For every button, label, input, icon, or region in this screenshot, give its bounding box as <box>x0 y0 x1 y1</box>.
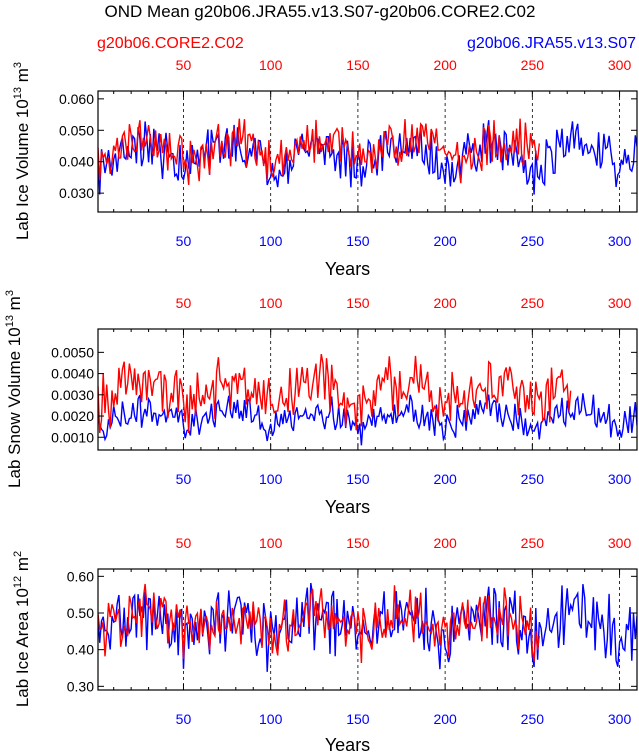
xtick-label-top: 150 <box>346 535 370 551</box>
xtick-label-bottom: 150 <box>346 471 370 487</box>
ytick-label: 0.0040 <box>51 366 94 382</box>
chart-title: OND Mean g20b06.JRA55.v13.S07-g20b06.COR… <box>105 2 536 21</box>
xtick-label-top: 150 <box>346 295 370 311</box>
y-axis-label-main: Lab Snow Volume 10 <box>5 327 24 488</box>
xtick-label-bottom: 300 <box>608 471 632 487</box>
xtick-label-top: 200 <box>433 57 457 73</box>
ytick-label: 0.60 <box>67 568 94 584</box>
xtick-label-top: 300 <box>608 57 632 73</box>
series-core2-line <box>98 118 540 185</box>
series-jra55-line <box>98 393 637 446</box>
xtick-label-bottom: 150 <box>346 233 370 249</box>
xtick-label-top: 200 <box>433 295 457 311</box>
xtick-label-bottom: 50 <box>176 233 192 249</box>
ytick-label: 0.060 <box>59 91 94 107</box>
xtick-label-top: 250 <box>521 57 545 73</box>
xtick-label-top: 50 <box>176 57 192 73</box>
xtick-label-top: 150 <box>346 57 370 73</box>
y-axis-label-main: Lab Ice Area 10 <box>13 588 32 707</box>
xtick-label-top: 50 <box>176 535 192 551</box>
y-axis-label-unit: m <box>5 296 24 315</box>
series-core2-line <box>98 353 572 434</box>
y-axis-label-unit-exponent: 3 <box>12 62 24 68</box>
legend-jra55: g20b06.JRA55.v13.S07 <box>467 35 636 52</box>
xtick-label-top: 300 <box>608 535 632 551</box>
ytick-label: 0.0010 <box>51 429 94 445</box>
xtick-label-top: 300 <box>608 295 632 311</box>
plot-frame <box>97 90 638 213</box>
ytick-label: 0.030 <box>59 185 94 201</box>
y-axis-label: Lab Ice Volume 1013 m3 <box>12 62 32 240</box>
xtick-label-top: 200 <box>433 535 457 551</box>
xtick-label-bottom: 100 <box>259 233 283 249</box>
xtick-label-top: 100 <box>259 57 283 73</box>
xtick-label-bottom: 100 <box>259 711 283 727</box>
xtick-label-bottom: 250 <box>521 471 545 487</box>
ytick-label: 0.40 <box>67 642 94 658</box>
xtick-label-bottom: 200 <box>433 471 457 487</box>
y-axis-label-main: Lab Ice Volume 10 <box>13 99 32 240</box>
panels: 0.030 0.040 0.050 0.060 50 50 100 100 150 150 200 2… <box>4 57 638 753</box>
plot-frame <box>97 328 638 451</box>
legend-core2: g20b06.CORE2.C02 <box>97 35 244 52</box>
panel-1: 0.030 0.040 0.050 0.060 50 50 100 100 150 150 200 2… <box>12 57 638 279</box>
ytick-label: 0.0020 <box>51 408 94 424</box>
x-axis-label: Years <box>325 735 370 753</box>
xtick-label-bottom: 250 <box>521 233 545 249</box>
xtick-label-top: 100 <box>259 295 283 311</box>
y-axis-label-unit: m <box>13 557 32 576</box>
xtick-label-bottom: 250 <box>521 711 545 727</box>
series-jra55-line <box>98 582 637 672</box>
xtick-label-bottom: 300 <box>608 711 632 727</box>
xtick-label-bottom: 200 <box>433 233 457 249</box>
y-axis-label: Lab Ice Area 1012 m2 <box>12 551 32 707</box>
y-axis-label-unit-exponent: 2 <box>12 551 24 557</box>
y-axis-label-exponent: 12 <box>12 576 24 588</box>
xtick-label-bottom: 100 <box>259 471 283 487</box>
y-axis-label-unit: m <box>13 68 32 87</box>
ytick-label: 0.50 <box>67 605 94 621</box>
y-axis-label: Lab Snow Volume 1013 m3 <box>4 290 24 488</box>
series-core2-line <box>98 583 540 664</box>
x-axis-label: Years <box>325 259 370 279</box>
panel-2: 0.0010 0.0020 0.0030 0.0040 0.0050 50 50 100 100… <box>4 290 638 517</box>
xtick-label-bottom: 300 <box>608 233 632 249</box>
y-axis-label-unit-exponent: 3 <box>4 290 16 296</box>
xtick-label-top: 100 <box>259 535 283 551</box>
ytick-label: 0.0030 <box>51 387 94 403</box>
xtick-label-bottom: 50 <box>176 471 192 487</box>
plot-frame <box>97 568 638 691</box>
xtick-label-top: 250 <box>521 535 545 551</box>
y-axis-label-exponent: 13 <box>12 87 24 99</box>
xtick-label-bottom: 150 <box>346 711 370 727</box>
x-axis-label: Years <box>325 497 370 517</box>
xtick-label-top: 50 <box>176 295 192 311</box>
ytick-label: 0.050 <box>59 122 94 138</box>
xtick-label-bottom: 50 <box>176 711 192 727</box>
xtick-label-top: 250 <box>521 295 545 311</box>
xtick-label-bottom: 200 <box>433 711 457 727</box>
ytick-label: 0.040 <box>59 154 94 170</box>
panel-3: 0.30 0.40 0.50 0.60 50 50 100 100 150 150 200 200 25… <box>12 535 638 753</box>
ytick-label: 0.0050 <box>51 344 94 360</box>
ytick-label: 0.30 <box>67 678 94 694</box>
y-axis-label-exponent: 13 <box>4 315 16 327</box>
